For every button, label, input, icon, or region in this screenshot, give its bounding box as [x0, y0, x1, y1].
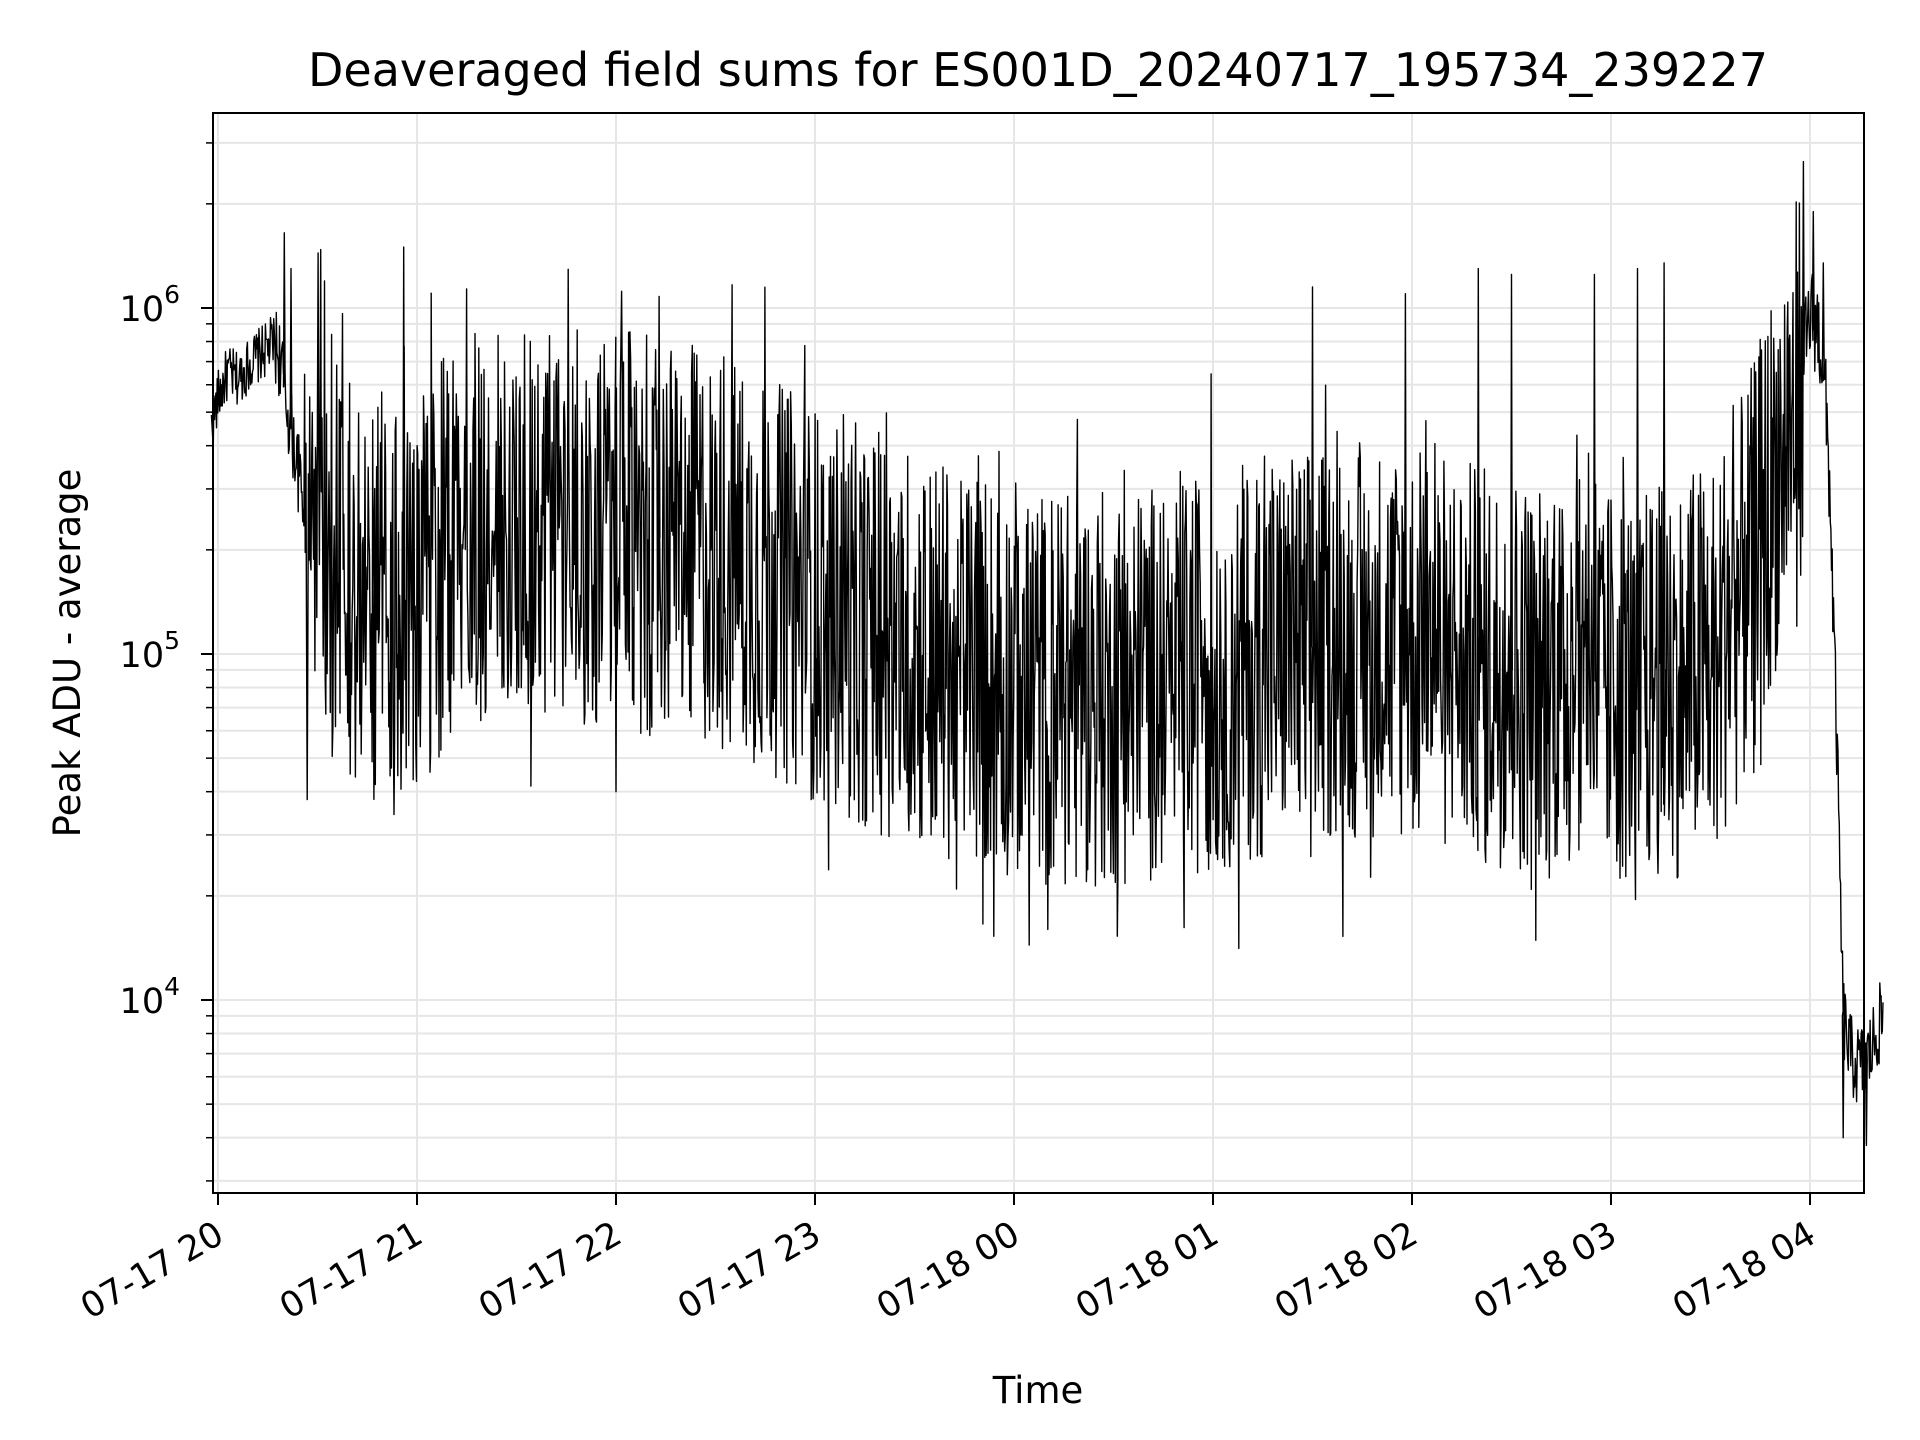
x-tick-label: 07-17 21 [273, 1214, 429, 1327]
x-tick-label: 07-17 20 [74, 1214, 230, 1327]
x-tick-label: 07-18 03 [1467, 1214, 1623, 1327]
x-axis-label: Time [992, 1369, 1084, 1412]
y-tick-exponent: 4 [164, 972, 180, 1001]
y-tick-label: 104 [120, 972, 180, 1022]
series-line [210, 160, 1884, 1147]
y-tick-label: 105 [120, 626, 180, 676]
y-tick-exponent: 5 [164, 626, 180, 655]
series-layer [210, 160, 1884, 1147]
y-tick-label: 106 [120, 280, 180, 330]
chart-title: Deaveraged field sums for ES001D_2024071… [308, 43, 1768, 97]
x-tick-label: 07-18 04 [1666, 1214, 1822, 1327]
y-tick-base: 10 [120, 636, 165, 676]
x-tick-label: 07-17 22 [472, 1214, 628, 1327]
x-tick-label: 07-18 01 [1069, 1214, 1225, 1327]
x-tick-label: 07-17 23 [671, 1214, 827, 1327]
y-tick-base: 10 [120, 982, 165, 1022]
x-tick-label: 07-18 00 [870, 1214, 1026, 1327]
y-tick-exponent: 6 [164, 280, 180, 309]
x-tick-label: 07-18 02 [1268, 1214, 1424, 1327]
y-axis-label: Peak ADU - average [46, 469, 89, 838]
y-tick-base: 10 [120, 290, 165, 330]
x-axis-ticks: 07-17 20 07-17 21 07-17 22 07-17 23 07-18 00… [74, 1193, 1823, 1327]
plot-area [210, 112, 1884, 1194]
